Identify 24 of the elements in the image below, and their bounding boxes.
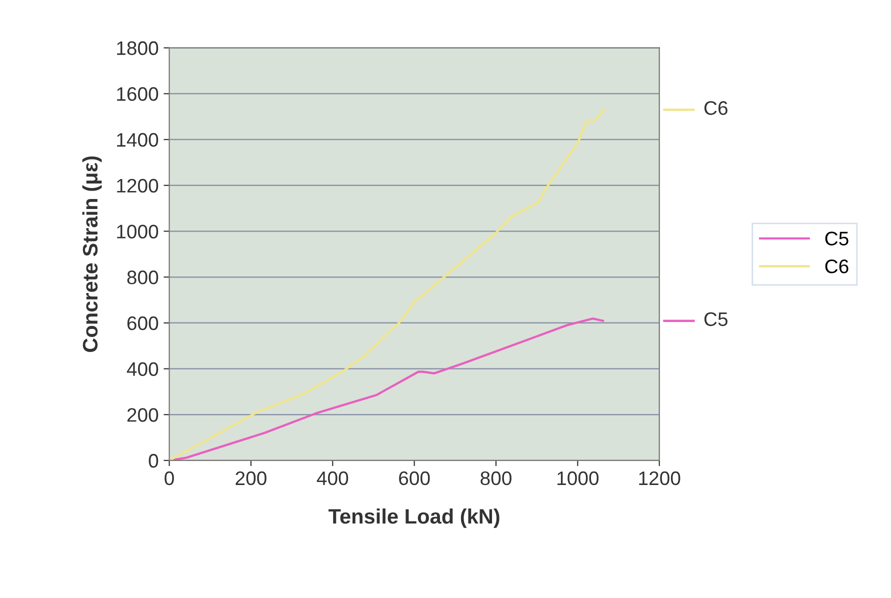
y-tick-label: 1200 <box>117 178 158 193</box>
x-tick-label: 0 <box>164 471 174 486</box>
y-tick-label: 600 <box>127 316 158 330</box>
x-tick-label: 1000 <box>558 471 599 486</box>
x-tick-label: 1200 <box>639 471 680 486</box>
y-tick-label: 400 <box>126 362 158 376</box>
text: C6 <box>704 101 728 115</box>
legend-label: C6 <box>825 260 848 274</box>
x-tick-label: 800 <box>480 471 512 486</box>
y-tick-label: 200 <box>127 408 158 422</box>
x-tick-label: 600 <box>399 471 430 486</box>
y-tick-label: 1800 <box>117 41 158 56</box>
y-tick-label: 1600 <box>117 87 158 101</box>
x-tick-label: 400 <box>316 471 348 486</box>
legend-label: C5 <box>825 232 848 246</box>
y-tick-label: 800 <box>127 270 158 284</box>
y-tick-label: 1400 <box>117 133 158 147</box>
y-tick-label: 1000 <box>117 224 158 238</box>
x-axis-title: Tensile Load (kN) <box>328 508 500 528</box>
line-series <box>169 108 606 460</box>
text: C5 <box>704 312 728 326</box>
x-tick-label: 200 <box>236 471 266 486</box>
y-tick-label: 0 <box>148 454 158 468</box>
y-axis-title: Concrete Strain (με) <box>82 156 102 352</box>
